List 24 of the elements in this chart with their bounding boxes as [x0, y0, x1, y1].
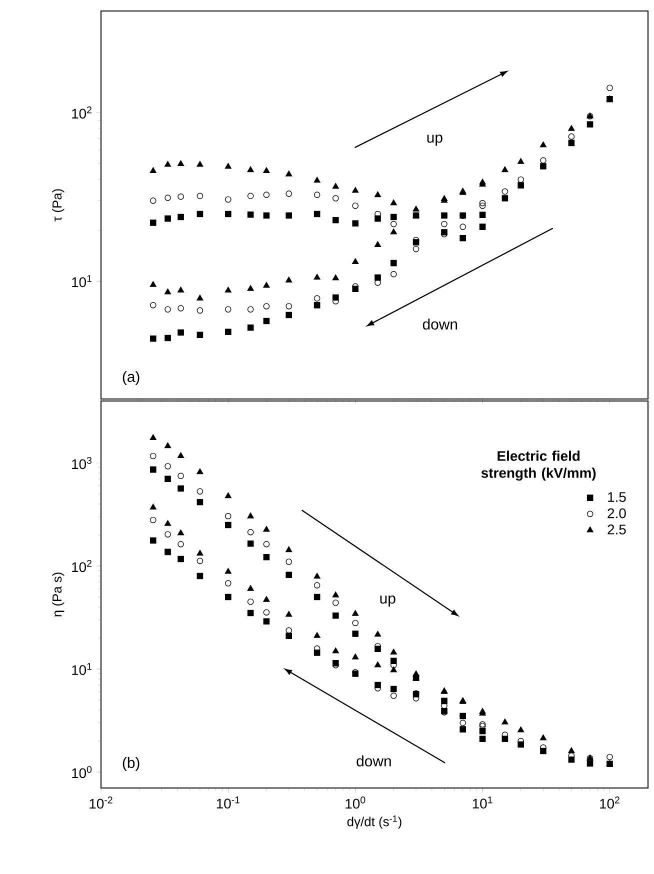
y-tick-label: 10$^{2}$ [72, 106, 92, 119]
legend-label: 2.5 [608, 524, 626, 534]
x-axis-title: dγ/dt (s$^{-1}$) [347, 816, 402, 829]
annotation: down [422, 318, 458, 330]
annotation: down [356, 755, 391, 766]
annotation: up [427, 134, 442, 146]
y-axis-title: τ (Pa) [52, 189, 64, 222]
x-tick-label: 10$^{-2}$ [90, 796, 112, 809]
legend-label: 2.0 [608, 508, 626, 518]
y-tick-label: 10$^{3}$ [72, 456, 92, 470]
legend-label: 1.5 [608, 492, 626, 502]
annotation: (b) [122, 757, 140, 771]
x-tick-label: 10$^{1}$ [472, 796, 492, 809]
x-tick-label: 10$^{-1}$ [216, 796, 240, 809]
y-tick-label: 10$^{1}$ [72, 275, 92, 288]
x-tick-label: 10$^{0}$ [346, 796, 366, 809]
annotation: (a) [122, 371, 140, 386]
y-axis-title: η (Pa s) [52, 572, 64, 616]
y-tick-label: 10$^{0}$ [72, 766, 92, 778]
y-tick-label: 10$^{2}$ [72, 560, 92, 572]
x-tick-label: 10$^{2}$ [600, 796, 620, 809]
legend-title: Electric field strength (kV/mm) [481, 450, 596, 481]
y-tick-label: 10$^{1}$ [72, 663, 92, 676]
annotation: up [380, 596, 396, 607]
